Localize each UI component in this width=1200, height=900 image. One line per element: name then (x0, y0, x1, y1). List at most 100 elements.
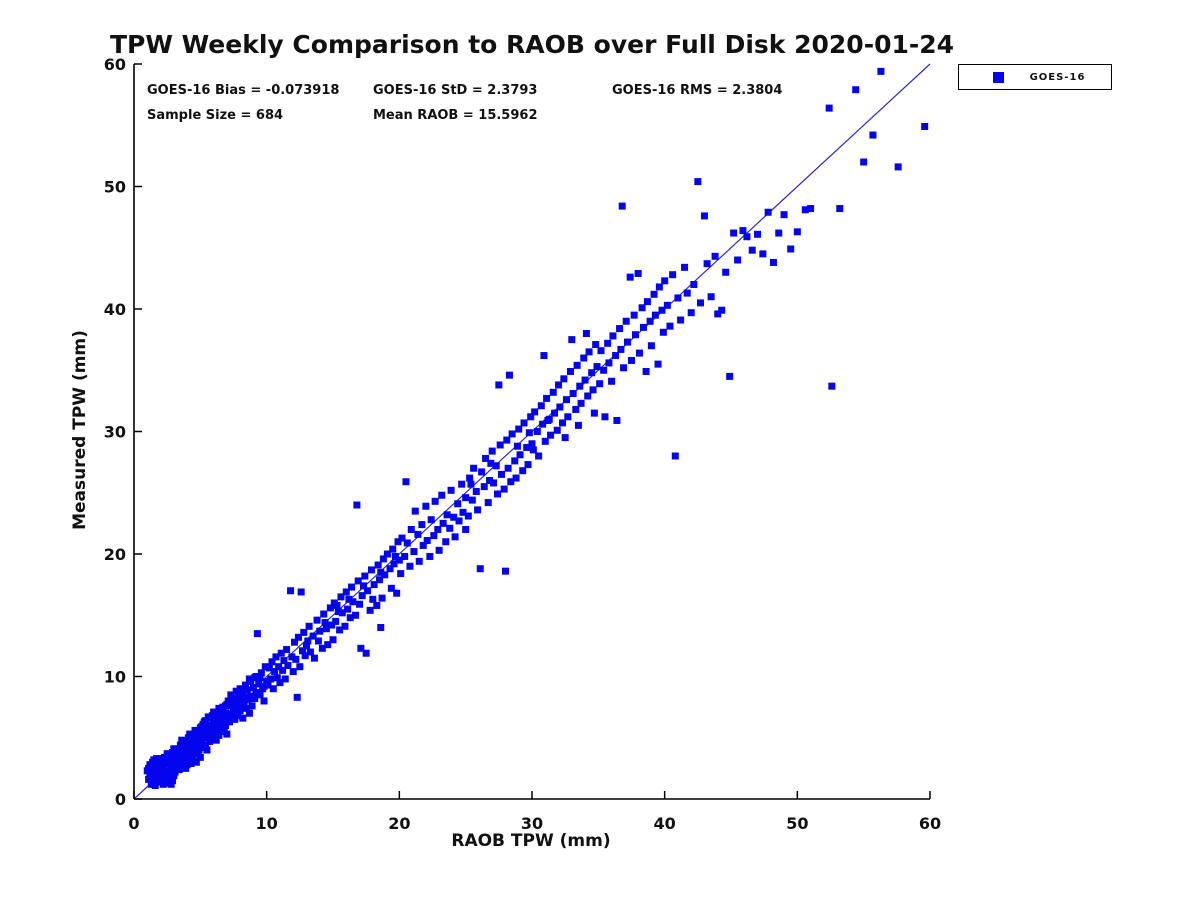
scatter-point (454, 500, 462, 508)
scatter-point (828, 382, 836, 390)
scatter-point (661, 277, 669, 285)
scatter-point (470, 464, 478, 472)
scatter-point (349, 598, 357, 606)
scatter-point (634, 269, 642, 277)
scatter-point (630, 311, 638, 319)
scatter-point (300, 628, 308, 636)
scatter-point (293, 693, 301, 701)
scatter-point (504, 464, 512, 472)
scatter-point (497, 470, 505, 478)
scatter-point (597, 347, 605, 355)
scatter-point (419, 541, 427, 549)
scatter-point (273, 674, 281, 682)
scatter-point (458, 480, 466, 488)
scatter-point (714, 310, 722, 318)
scatter-point (894, 163, 902, 171)
scatter-point (269, 685, 277, 693)
scatter-point (183, 761, 191, 769)
scatter-point (494, 490, 502, 498)
scatter-point (616, 325, 624, 333)
scatter-point (157, 755, 165, 763)
scatter-point (227, 691, 235, 699)
scatter-point (203, 746, 211, 754)
scatter-point (210, 708, 218, 716)
scatter-point (162, 756, 170, 764)
scatter-point (228, 699, 236, 707)
scatter-point (674, 294, 682, 302)
scatter-point (212, 724, 220, 732)
scatter-point (153, 778, 161, 786)
scatter-point (163, 750, 171, 758)
scatter-point (446, 524, 454, 532)
scatter-point (743, 233, 751, 241)
scatter-point (338, 609, 346, 617)
scatter-point (196, 735, 204, 743)
scatter-point (507, 478, 515, 486)
scatter-point (231, 715, 239, 723)
scatter-point (354, 577, 362, 585)
y-tick-label: 0 (115, 790, 126, 809)
scatter-point (161, 775, 169, 783)
scatter-point (860, 158, 868, 166)
scatter-point (352, 611, 360, 619)
scatter-point (503, 436, 511, 444)
scatter-point (174, 753, 182, 761)
scatter-point (426, 552, 434, 560)
scatter-point (596, 380, 604, 388)
scatter-point (191, 726, 199, 734)
scatter-point (277, 649, 285, 657)
scatter-point (516, 451, 524, 459)
scatter-point (244, 696, 252, 704)
scatter-point (271, 668, 279, 676)
scatter-point (480, 483, 488, 491)
scatter-point (168, 777, 176, 785)
scatter-point (531, 408, 539, 416)
scatter-point (291, 638, 299, 646)
scatter-point (306, 648, 314, 656)
scatter-point (334, 608, 342, 616)
scatter-point (195, 746, 203, 754)
scatter-point (235, 693, 243, 701)
scatter-point (484, 499, 492, 507)
scatter-point (659, 328, 667, 336)
scatter-point (260, 682, 268, 690)
scatter-point (236, 685, 244, 693)
scatter-point (386, 565, 394, 573)
scatter-point (617, 345, 625, 353)
scatter-point (260, 697, 268, 705)
scatter-point (296, 663, 304, 671)
y-tick-label: 20 (104, 545, 126, 564)
scatter-point (451, 533, 459, 541)
scatter-point (604, 339, 612, 347)
scatter-point (150, 773, 158, 781)
scatter-point (360, 582, 368, 590)
scatter-point (346, 614, 354, 622)
scatter-point (257, 669, 265, 677)
scatter-point (478, 468, 486, 476)
scatter-point (467, 480, 475, 488)
scatter-point (166, 759, 174, 767)
scatter-point (703, 260, 711, 268)
scatter-point (486, 477, 494, 484)
scatter-point (555, 381, 563, 389)
scatter-point (224, 697, 232, 705)
scatter-point (375, 576, 383, 584)
scatter-point (540, 352, 548, 360)
scatter-point (214, 728, 222, 736)
scatter-point (638, 304, 646, 312)
scatter-point (161, 767, 169, 775)
scatter-point (192, 730, 200, 738)
scatter-point (787, 245, 795, 253)
scatter-point (402, 478, 410, 486)
scatter-point (145, 775, 153, 783)
scatter-point (618, 202, 626, 210)
scatter-point (515, 425, 523, 433)
scatter-point (439, 519, 447, 527)
scatter-point (329, 636, 337, 644)
scatter-point (754, 230, 762, 238)
scatter-point (643, 298, 651, 306)
scatter-point (528, 440, 536, 448)
scatter-point (383, 550, 391, 558)
scatter-point (178, 736, 186, 744)
scatter-point (559, 419, 567, 427)
